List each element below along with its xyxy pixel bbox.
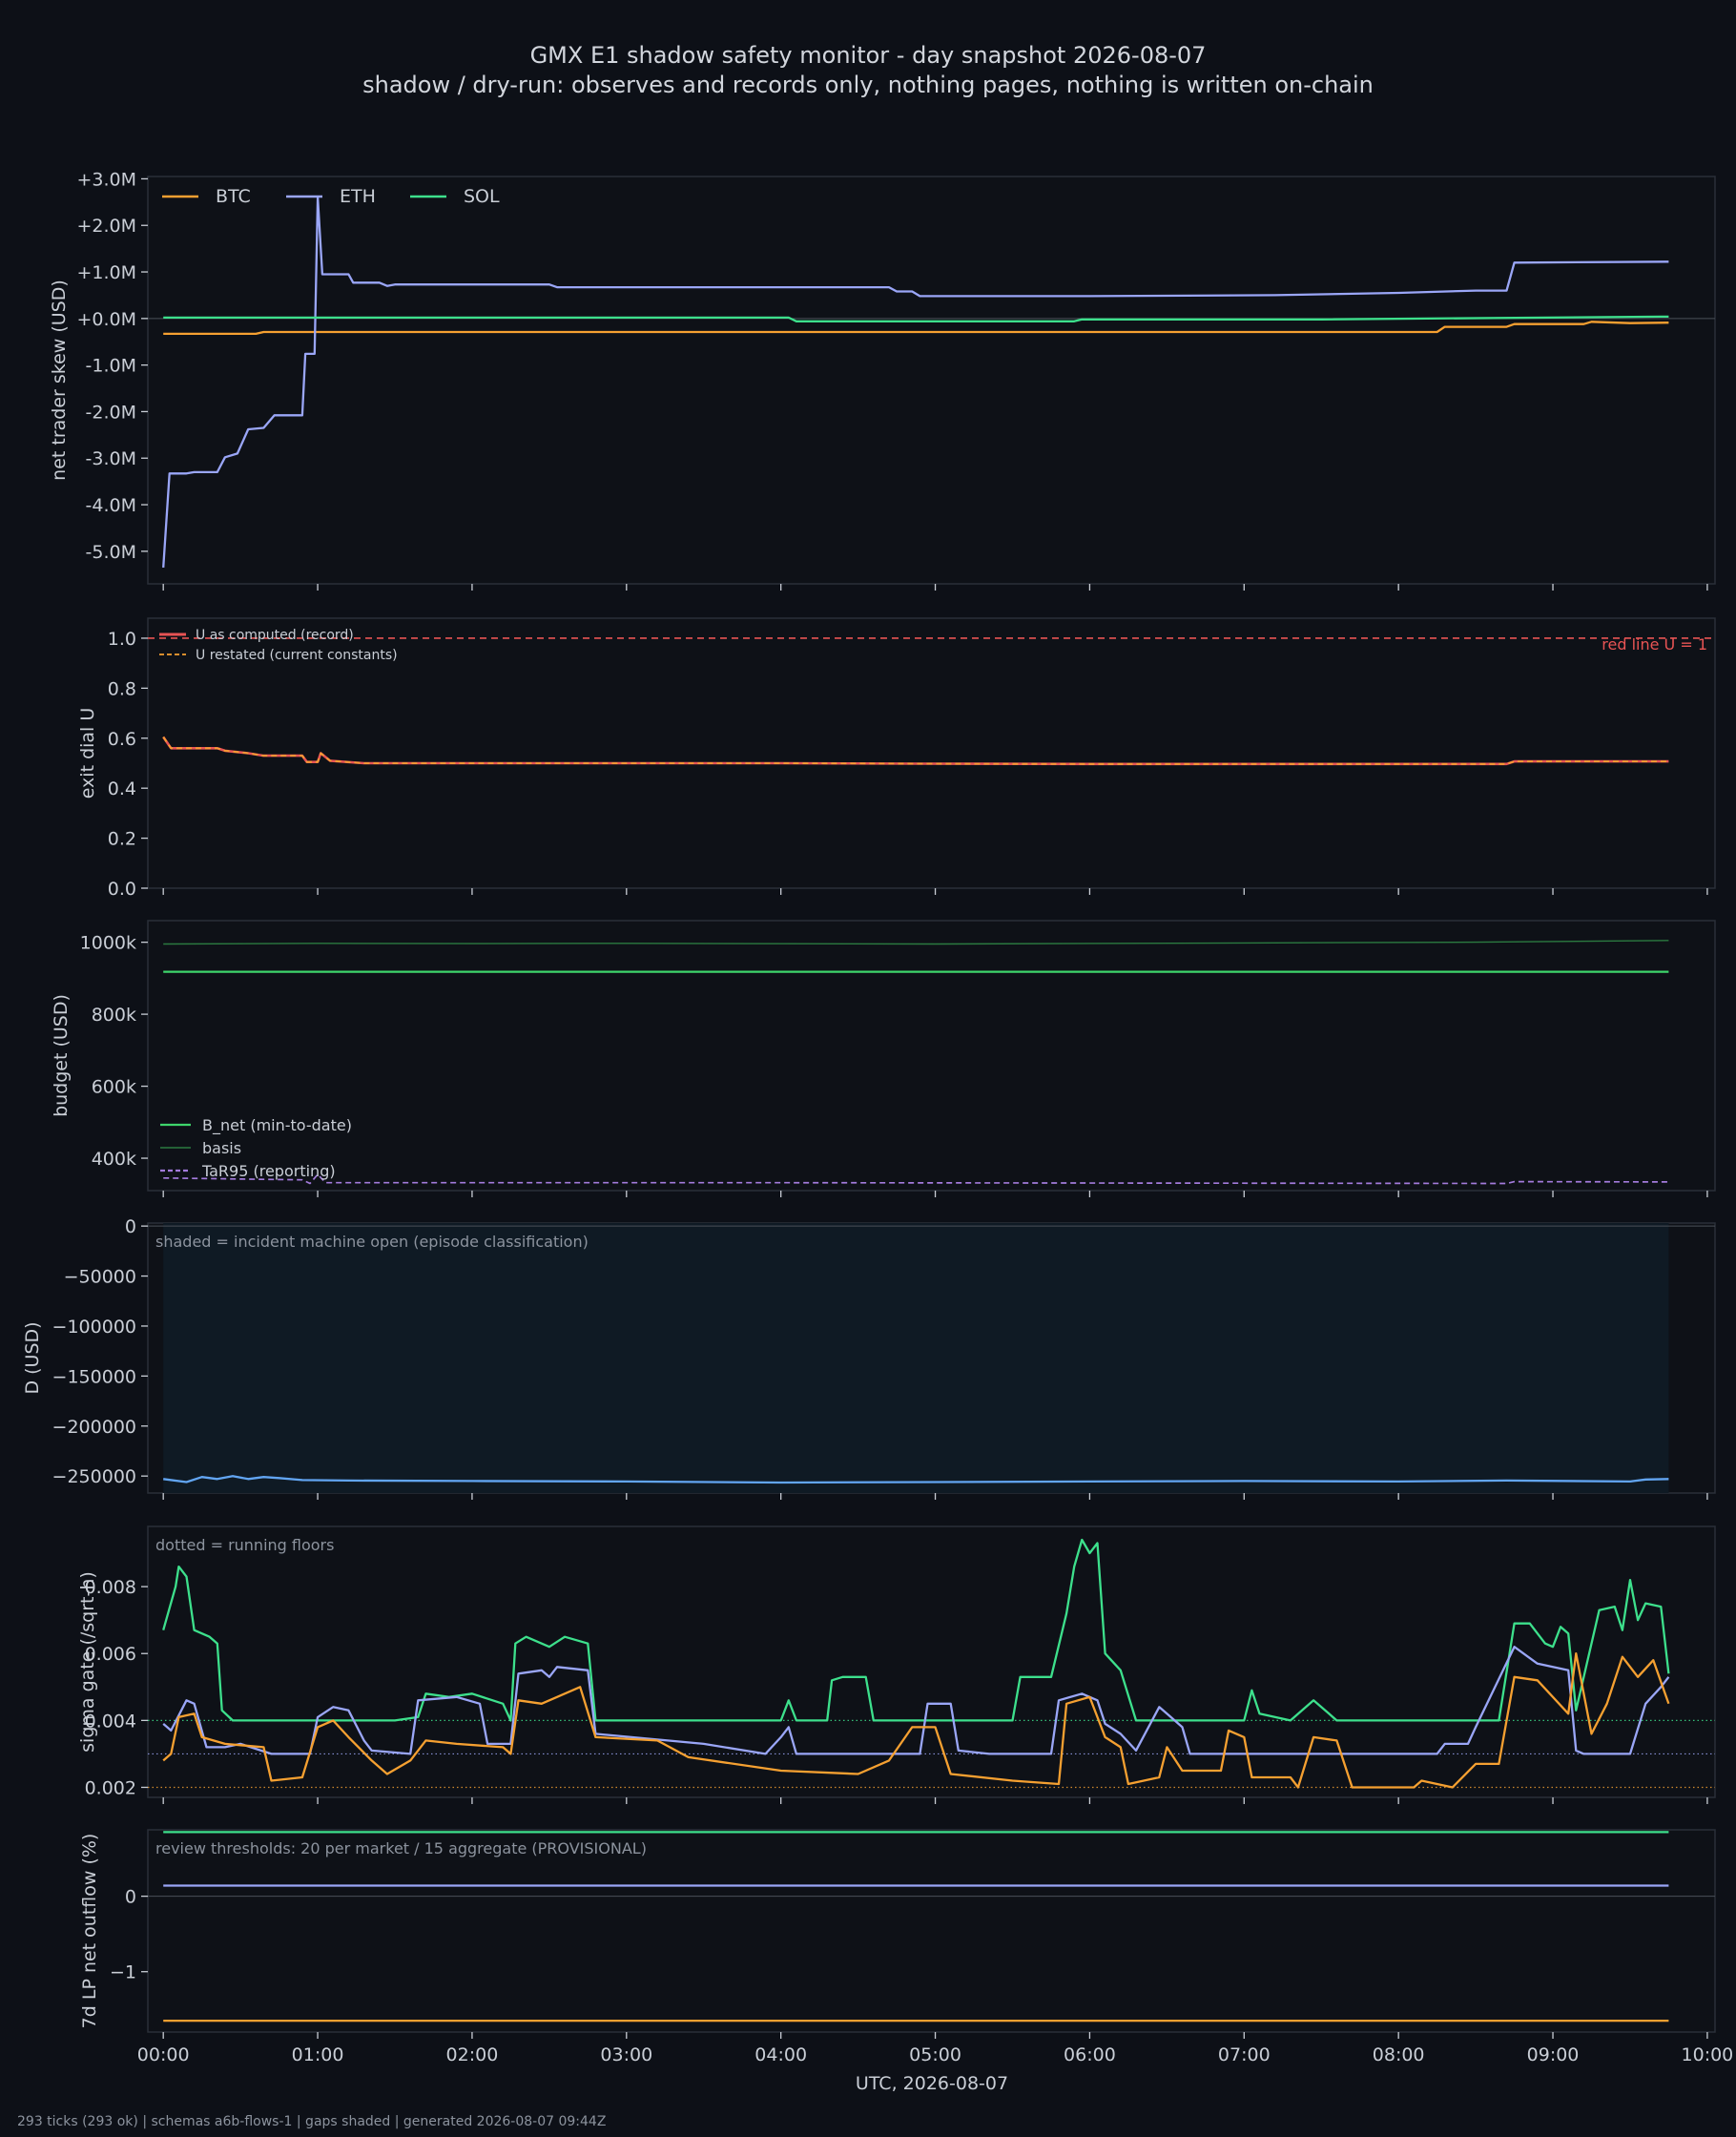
panel-exit: red line U = 1 1.0 0.8 0.6 0.4 0.2 0.0 exit dia…	[77, 617, 1716, 900]
legend-label: U as computed (record)	[196, 628, 354, 643]
panel-note: shaded = incident machine open (episode …	[155, 1233, 589, 1251]
y-tick-label: 0.2	[108, 829, 136, 850]
panel-note: dotted = running floors	[155, 1536, 334, 1554]
panel-d: 0 −50000 −100000 −150000 −200000 −250000 D (US…	[22, 1216, 1716, 1500]
panel-note: review thresholds: 20 per market / 15 ag…	[155, 1839, 647, 1857]
plot-area	[147, 1829, 1716, 2033]
y-axis-label: exit dial U	[77, 708, 98, 799]
y-axis-label: budget (USD)	[51, 994, 72, 1117]
x-tick-label: 03:00	[600, 2044, 652, 2065]
y-tick-label: 0.002	[85, 1777, 136, 1798]
plot-area	[147, 617, 1716, 889]
panel-lp: 0 −1 7d LP net outflow (%) review threshold…	[79, 1829, 1716, 2039]
x-tick-label: 07:00	[1218, 2044, 1271, 2065]
panels: +3.0M +2.0M +1.0M +0.0M -1.0M -2.0M -3.0M -4.0M…	[22, 169, 1716, 2039]
status-footer: 293 ticks (293 ok) | schemas a6b-flows-1…	[17, 2114, 607, 2129]
series-line-btc	[162, 1652, 1670, 1789]
plot-area	[147, 1525, 1716, 1798]
chart-subtitle: shadow / dry-run: observes and records o…	[362, 72, 1374, 98]
y-tick-label: −250000	[52, 1466, 136, 1487]
y-tick-label: 0	[125, 1887, 136, 1908]
x-tick-label: 00:00	[137, 2044, 190, 2065]
legend-label: SOL	[464, 186, 500, 207]
x-tick-label: 09:00	[1527, 2044, 1580, 2065]
y-tick-label: -1.0M	[86, 356, 136, 377]
y-tick-label: 0.8	[108, 678, 136, 699]
panel-budget: 1000k 800k 600k 400k budget (USD) B_net (min-…	[51, 920, 1716, 1197]
y-axis-label: net trader skew (USD)	[49, 280, 70, 481]
y-tick-label: -4.0M	[86, 495, 136, 516]
y-tick-label: 0.6	[108, 729, 136, 750]
panel-skew: +3.0M +2.0M +1.0M +0.0M -1.0M -2.0M -3.0M -4.0M…	[49, 169, 1716, 591]
y-tick-label: 400k	[92, 1149, 136, 1170]
x-tick-label: 01:00	[292, 2044, 344, 2065]
y-tick-label: -3.0M	[86, 448, 136, 469]
y-tick-label: 1000k	[80, 933, 136, 954]
x-tick-label: 10:00	[1682, 2044, 1734, 2065]
x-axis-label: UTC, 2026-08-07	[856, 2073, 1008, 2094]
x-tick-label: 06:00	[1064, 2044, 1116, 2065]
y-axis-label: sigma gate (/sqrt-h)	[77, 1571, 98, 1753]
plot-area	[147, 176, 1716, 585]
y-tick-label: −150000	[52, 1366, 136, 1387]
y-tick-label: 0	[125, 1216, 136, 1237]
legend-label: ETH	[340, 186, 376, 207]
series-line-sol	[162, 1538, 1670, 1722]
panel-sigma: 0.008 0.006 0.004 0.002 sigma gate (/sqrt-h)…	[77, 1525, 1716, 1804]
y-tick-label: +0.0M	[76, 309, 136, 330]
y-tick-label: 800k	[92, 1005, 136, 1026]
series-line-eth	[162, 196, 1669, 568]
series-line-basis	[163, 940, 1669, 945]
legend-label: B_net (min-to-date)	[202, 1116, 352, 1135]
y-tick-label: 0.008	[85, 1577, 136, 1598]
y-tick-label: 0.004	[85, 1711, 136, 1732]
x-tick-label: 02:00	[446, 2044, 499, 2065]
x-axis: 00:00 01:00 02:00 03:00 04:00 05:00 06:00 07:00…	[137, 2044, 1733, 2094]
chart-title: GMX E1 shadow safety monitor - day snaps…	[530, 42, 1207, 69]
x-tick-label: 05:00	[909, 2044, 961, 2065]
y-tick-label: −200000	[52, 1417, 136, 1438]
legend-label: BTC	[216, 186, 251, 207]
x-tick-label: 04:00	[754, 2044, 807, 2065]
series-line-u-restated-current-constants-	[162, 736, 1669, 765]
y-tick-label: 0.0	[108, 879, 136, 900]
y-tick-label: +3.0M	[76, 169, 136, 190]
legend-label: U restated (current constants)	[196, 648, 398, 663]
y-tick-label: +1.0M	[76, 262, 136, 283]
plot-area	[147, 920, 1716, 1192]
y-tick-label: −50000	[64, 1267, 136, 1288]
y-tick-label: -5.0M	[86, 542, 136, 563]
y-tick-label: −1	[110, 1962, 136, 1983]
y-tick-label: 600k	[92, 1077, 136, 1098]
y-axis-label: 7d LP net outflow (%)	[79, 1834, 100, 2029]
x-tick-label: 08:00	[1373, 2044, 1425, 2065]
series-line-btc	[163, 321, 1669, 336]
y-tick-label: +2.0M	[76, 216, 136, 237]
red-line-label: red line U = 1	[1602, 635, 1707, 654]
series-line-eth	[162, 1646, 1670, 1755]
y-tick-label: 0.006	[85, 1644, 136, 1665]
series-line-d	[163, 1475, 1669, 1484]
series-line-tar95-reporting-	[163, 1173, 1669, 1185]
incident-shade	[163, 1223, 1669, 1493]
y-axis-label: D (USD)	[22, 1321, 43, 1394]
series-line-sol	[163, 315, 1669, 322]
legend-label: basis	[202, 1139, 241, 1157]
legend-label: TaR95 (reporting)	[201, 1162, 336, 1180]
y-tick-label: 1.0	[108, 629, 136, 650]
y-tick-label: 0.4	[108, 778, 136, 799]
y-tick-label: -2.0M	[86, 402, 136, 423]
y-tick-label: −100000	[52, 1317, 136, 1338]
